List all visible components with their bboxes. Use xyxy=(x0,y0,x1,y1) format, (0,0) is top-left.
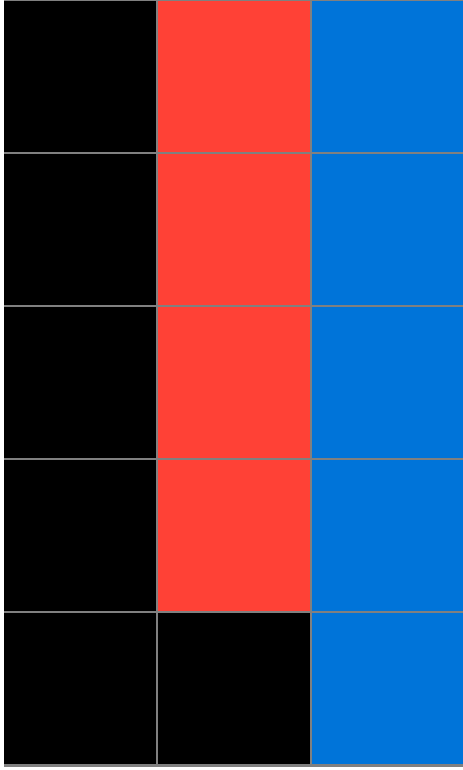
grid-cell-r0-c0-black[interactable] xyxy=(4,1,156,152)
grid-cell-r0-c2-blue[interactable] xyxy=(312,1,463,152)
grid-cell-r3-c1-red[interactable] xyxy=(158,460,310,611)
grid-cell-r4-c1-black[interactable] xyxy=(158,613,310,764)
grid-cell-r4-c0-black[interactable] xyxy=(4,613,156,764)
grid-cell-r3-c2-blue[interactable] xyxy=(312,460,463,611)
game-board xyxy=(4,0,463,767)
grid-cell-r4-c2-blue[interactable] xyxy=(312,613,463,764)
grid-cell-r3-c0-black[interactable] xyxy=(4,460,156,611)
grid-cell-r1-c1-red[interactable] xyxy=(158,154,310,305)
grid-cell-r2-c2-blue[interactable] xyxy=(312,307,463,458)
grid-cell-r2-c1-red[interactable] xyxy=(158,307,310,458)
grid-cell-r1-c2-blue[interactable] xyxy=(312,154,463,305)
grid-cell-r2-c0-black[interactable] xyxy=(4,307,156,458)
grid-cell-r0-c1-red[interactable] xyxy=(158,1,310,152)
grid-cell-r1-c0-black[interactable] xyxy=(4,154,156,305)
